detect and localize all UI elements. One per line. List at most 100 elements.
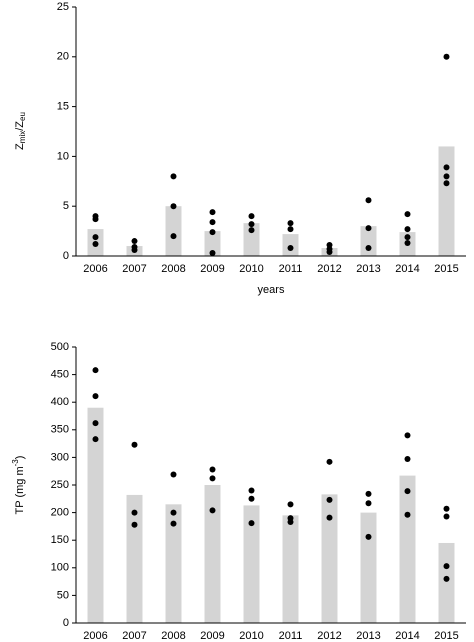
x-tick-label: 2009 (200, 630, 224, 642)
data-point (92, 436, 99, 443)
data-point (248, 520, 255, 527)
y-tick-label: 10 (57, 150, 69, 162)
data-point (248, 227, 255, 234)
data-point (287, 220, 294, 227)
data-point (170, 203, 177, 210)
y-label-sub: eu (18, 112, 27, 121)
x-tick-label: 2006 (83, 263, 107, 275)
data-point (287, 501, 294, 508)
bar (321, 494, 338, 623)
bar (165, 206, 182, 256)
data-point (287, 226, 294, 233)
data-point (209, 219, 216, 226)
data-point (365, 500, 372, 507)
y-axis-label: Zmix/Zeu (14, 112, 27, 150)
bar (438, 542, 455, 623)
data-point (443, 563, 450, 570)
y-tick-label: 25 (57, 1, 69, 13)
data-point (248, 221, 255, 228)
bar (360, 226, 377, 256)
data-point (209, 466, 216, 473)
x-tick-label: 2010 (239, 630, 263, 642)
data-point (92, 393, 99, 400)
data-point (209, 250, 216, 257)
data-point (365, 533, 372, 540)
y-tick-label: 0 (63, 617, 69, 629)
x-axis-label: years (258, 284, 285, 296)
data-point (404, 511, 411, 518)
y-label-sup: -3 (11, 459, 20, 467)
data-point (248, 213, 255, 220)
bar (438, 146, 455, 256)
data-point (170, 509, 177, 516)
x-tick-label: 2010 (239, 263, 263, 275)
x-tick-label: 2011 (279, 630, 303, 642)
y-tick-label: 300 (51, 451, 69, 463)
x-tick-label: 2007 (122, 263, 146, 275)
data-point (443, 513, 450, 520)
data-point (131, 441, 138, 448)
y-tick-label: 5 (63, 200, 69, 212)
data-point (170, 173, 177, 180)
x-tick-label: 2008 (161, 630, 185, 642)
bar (87, 407, 104, 623)
y-tick-label: 50 (57, 589, 69, 601)
y-label-part: TP (mg m (14, 466, 26, 514)
x-tick-label: 2012 (317, 263, 341, 275)
x-tick-label: 2007 (122, 630, 146, 642)
x-tick-label: 2012 (317, 630, 341, 642)
data-point (170, 520, 177, 527)
y-tick-label: 0 (63, 250, 69, 262)
data-point (443, 53, 450, 60)
data-point (443, 505, 450, 512)
data-point (131, 238, 138, 245)
x-tick-label: 2011 (279, 263, 303, 275)
data-point (92, 420, 99, 427)
data-point (365, 197, 372, 204)
x-tick-label: 2006 (83, 630, 107, 642)
data-point (365, 490, 372, 497)
x-tick-label: 2008 (161, 263, 185, 275)
bar (399, 475, 416, 623)
y-tick-label: 400 (51, 396, 69, 408)
bar (204, 485, 221, 623)
data-point (131, 247, 138, 254)
data-point (287, 518, 294, 525)
data-point (170, 471, 177, 478)
data-point (170, 233, 177, 240)
bar (243, 223, 260, 256)
x-tick-label: 2014 (395, 630, 419, 642)
data-point (248, 495, 255, 502)
data-point (131, 509, 138, 516)
data-point (404, 456, 411, 463)
data-point (443, 575, 450, 582)
bar (282, 515, 299, 623)
data-point (326, 458, 333, 465)
y-tick-label: 20 (57, 51, 69, 63)
x-tick-label: 2013 (356, 630, 380, 642)
data-point (92, 367, 99, 374)
data-point (209, 507, 216, 514)
x-tick-label: 2009 (200, 263, 224, 275)
y-tick-label: 350 (51, 424, 69, 436)
y-tick-label: 250 (51, 479, 69, 491)
y-label-part: Z (14, 143, 26, 150)
y-label-sub: mix (18, 131, 27, 143)
y-label-part: /Z (14, 121, 26, 131)
data-point (287, 245, 294, 252)
bar (243, 505, 260, 623)
data-point (404, 240, 411, 247)
data-point (443, 164, 450, 171)
data-point (326, 496, 333, 503)
bar (126, 494, 143, 623)
x-tick-label: 2015 (434, 263, 458, 275)
data-point (209, 475, 216, 482)
y-tick-label: 450 (51, 369, 69, 381)
data-point (443, 180, 450, 187)
y-tick-label: 100 (51, 562, 69, 574)
y-axis-label: TP (mg m-3) (11, 456, 26, 515)
x-tick-label: 2013 (356, 263, 380, 275)
y-label-part: ) (14, 456, 26, 460)
data-point (365, 225, 372, 232)
